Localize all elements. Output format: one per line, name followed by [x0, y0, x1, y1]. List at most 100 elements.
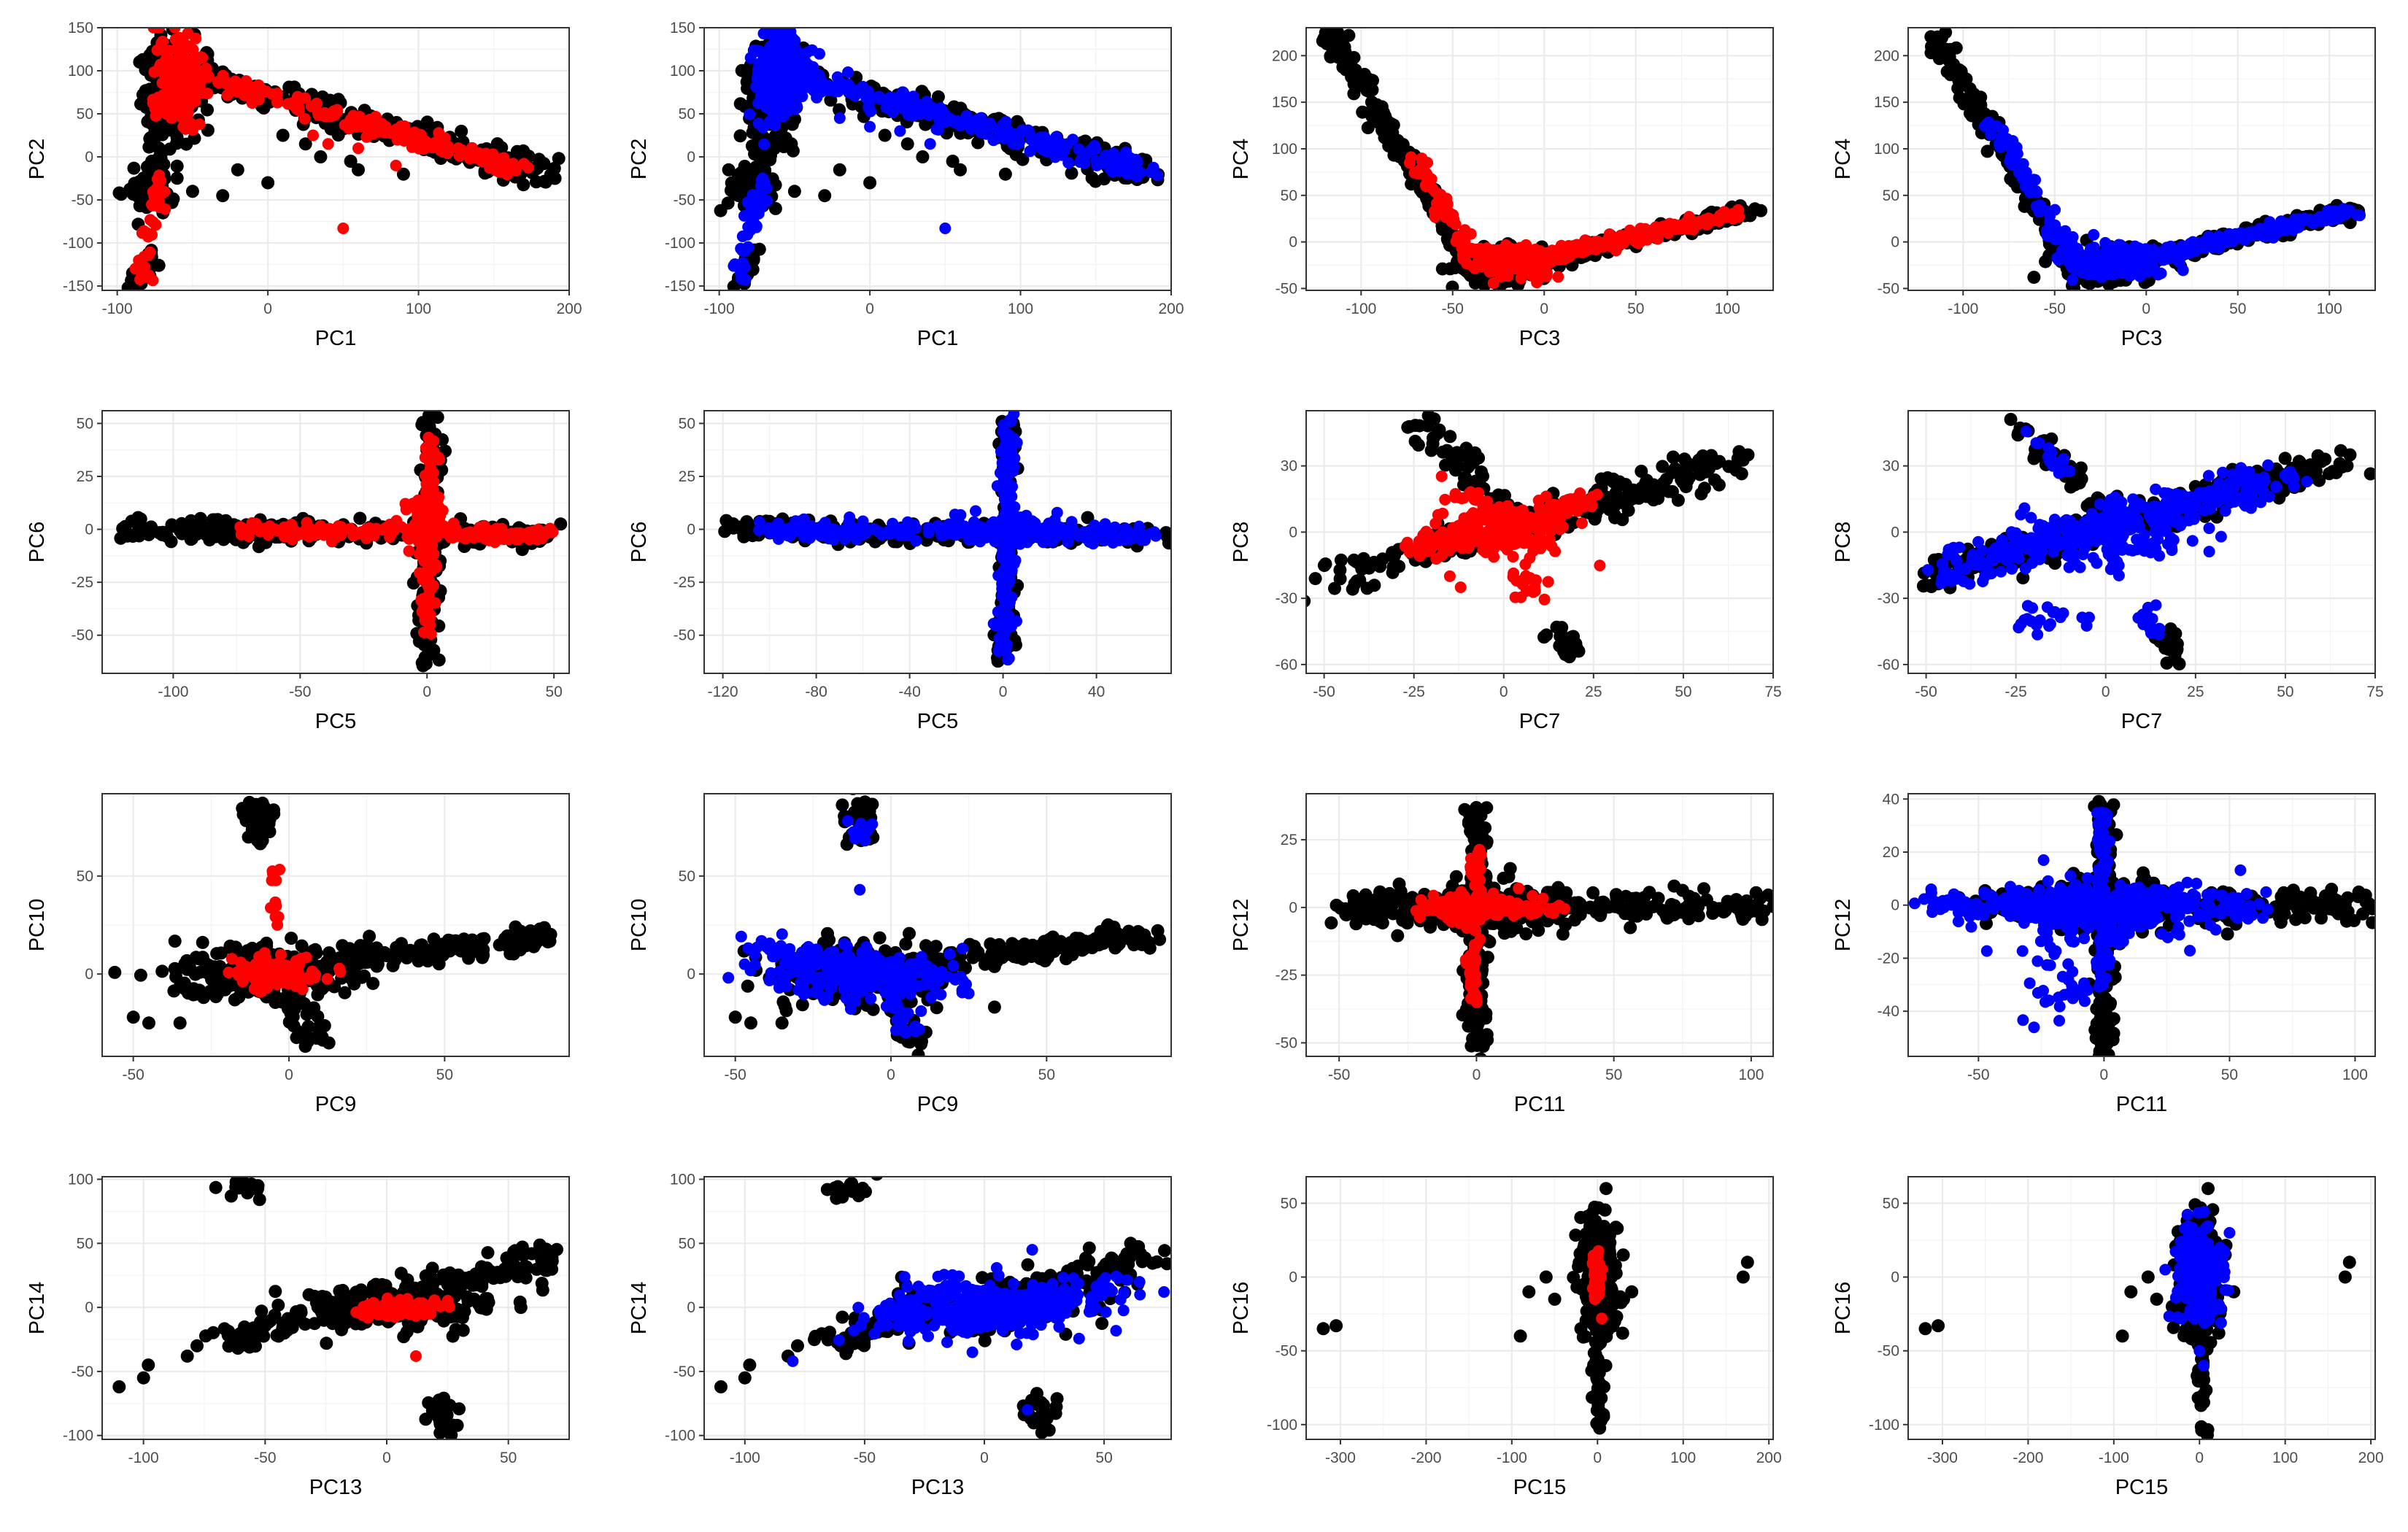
data-point: [1997, 132, 2010, 144]
data-point: [164, 535, 178, 549]
data-point: [798, 77, 811, 89]
data-point: [1439, 200, 1451, 212]
data-point: [196, 87, 208, 99]
data-point: [2280, 220, 2293, 232]
data-point: [984, 120, 997, 133]
data-point: [2188, 237, 2201, 249]
data-point: [752, 69, 764, 81]
x-tick-label: 100: [406, 301, 431, 317]
y-tick-label: -50: [72, 627, 93, 644]
data-point: [185, 118, 198, 131]
y-tick-label: 100: [670, 63, 695, 80]
data-point: [121, 281, 135, 290]
data-point: [189, 95, 201, 107]
x-tick-label: 0: [2142, 301, 2150, 317]
data-point: [1671, 223, 1683, 235]
data-point: [2060, 234, 2072, 247]
data-point: [2109, 241, 2121, 253]
data-point: [1451, 231, 1464, 243]
data-point: [1128, 160, 1140, 172]
data-point: [997, 127, 1010, 139]
data-point: [763, 152, 777, 166]
data-point: [1092, 158, 1105, 170]
data-point: [887, 106, 899, 118]
data-point: [552, 152, 566, 166]
x-tick-label: 0: [1540, 301, 1548, 317]
data-point: [1650, 221, 1662, 233]
data-point: [353, 511, 367, 525]
data-point: [777, 140, 791, 153]
data-point: [924, 138, 936, 150]
y-tick-label: 200: [1272, 47, 1297, 64]
data-point: [185, 185, 199, 198]
data-point: [1515, 244, 1527, 255]
data-point: [744, 108, 756, 120]
data-point: [863, 95, 876, 107]
data-point: [987, 134, 1000, 147]
data-point: [261, 176, 275, 190]
data-point: [1487, 277, 1500, 290]
data-point: [199, 522, 213, 535]
data-point: [1386, 118, 1400, 132]
data-point: [939, 223, 952, 234]
data-point: [1326, 43, 1340, 56]
data-point: [1408, 166, 1421, 179]
data-point: [314, 150, 328, 163]
data-point: [1537, 262, 1549, 274]
data-point: [133, 254, 145, 266]
data-point: [195, 65, 207, 77]
data-point: [325, 110, 338, 122]
data-point: [148, 66, 161, 78]
data-point: [766, 28, 779, 41]
data-point: [1540, 249, 1552, 261]
data-point: [1957, 97, 1971, 111]
data-point: [309, 99, 321, 112]
data-point: [1497, 246, 1509, 258]
data-point: [142, 231, 154, 243]
data-point: [170, 159, 184, 173]
x-tick-label: 100: [2317, 301, 2342, 317]
data-point: [2173, 256, 2185, 268]
data-point: [714, 204, 728, 217]
x-tick-label: -100: [704, 301, 735, 317]
data-point: [170, 10, 183, 23]
data-point: [184, 71, 196, 84]
data-point: [148, 125, 162, 139]
y-tick-label: -100: [665, 235, 695, 252]
data-point: [1446, 280, 1459, 290]
data-point: [1980, 144, 1994, 158]
data-point: [216, 189, 230, 203]
data-point: [771, 89, 783, 101]
data-point: [175, 517, 188, 530]
data-point: [1151, 169, 1164, 182]
x-axis-title: PC3: [1519, 327, 1560, 350]
data-point: [355, 117, 368, 129]
data-point: [1754, 204, 1768, 217]
data-point: [152, 180, 164, 193]
y-tick-label: 150: [68, 20, 93, 36]
data-point: [2129, 240, 2141, 252]
data-point: [390, 159, 402, 171]
data-point: [530, 160, 544, 174]
data-point: [1361, 121, 1375, 135]
data-point: [745, 201, 757, 214]
series-highlight-red: [1403, 151, 1745, 290]
x-tick-label: 100: [1008, 301, 1033, 317]
data-point: [2027, 271, 2041, 285]
data-point: [396, 167, 410, 181]
data-point: [1597, 237, 1609, 249]
y-axis-title: PC4: [1832, 139, 1855, 179]
data-point: [165, 15, 177, 27]
data-point: [170, 171, 184, 185]
y-tick-label: 150: [1874, 94, 1899, 111]
data-point: [416, 659, 430, 673]
data-point: [1373, 110, 1387, 124]
data-point: [135, 187, 149, 201]
data-point: [1429, 211, 1441, 223]
y-tick-label: 0: [85, 149, 93, 166]
x-tick-label: -50: [289, 684, 311, 700]
data-point: [2326, 205, 2339, 217]
data-point: [776, 102, 788, 115]
x-tick-label: 0: [422, 684, 431, 700]
